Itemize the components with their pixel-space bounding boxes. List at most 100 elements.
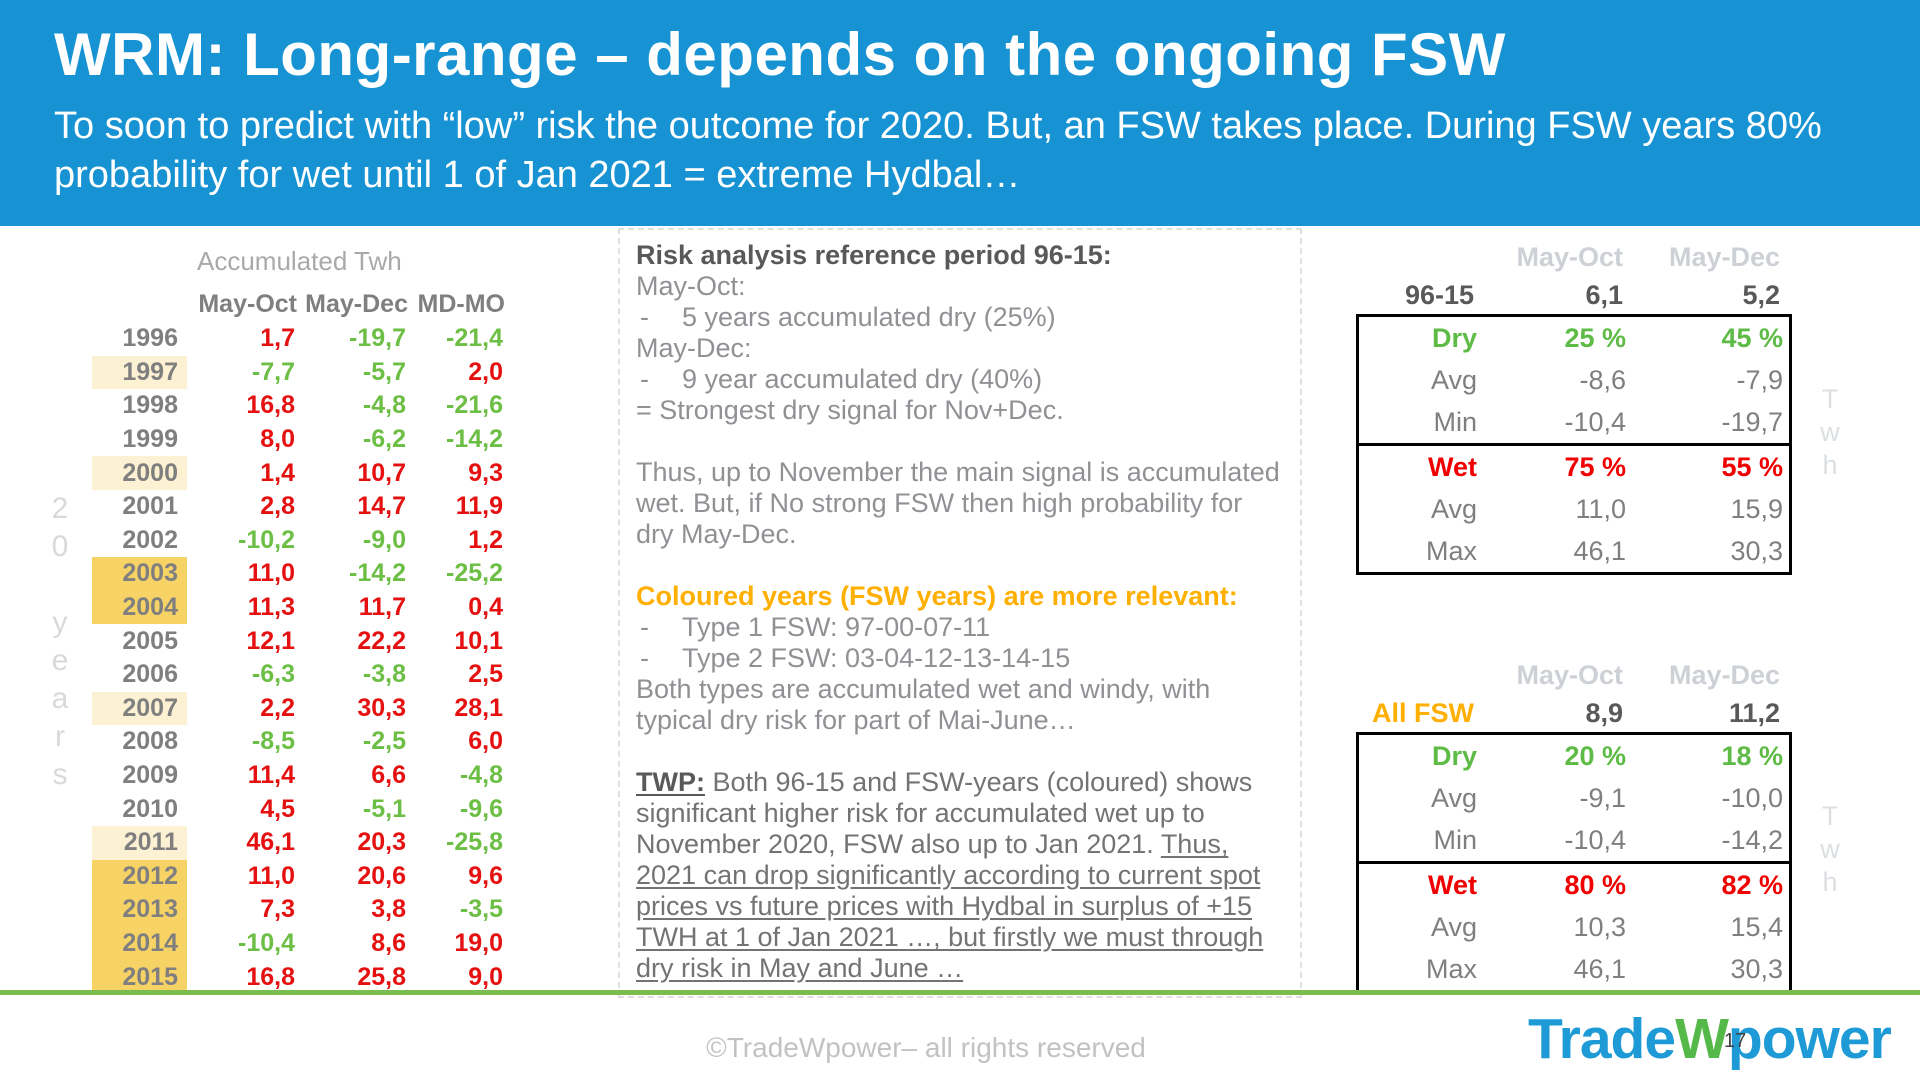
accumulated-table-caption: Accumulated Twh xyxy=(197,246,402,276)
accumulated-table-body: 1996 1,7 -19,7 -21,4 1997 -7,7 -5,7 2,0 1998 16,8… xyxy=(92,322,507,994)
value-cell: -21,6 xyxy=(446,391,503,420)
value-cell: 14,7 xyxy=(357,492,406,521)
accumulated-table-row: 2015 16,8 25,8 9,0 xyxy=(92,960,507,994)
value-cell: -3,8 xyxy=(362,660,406,689)
value-cell: -10,4 xyxy=(238,928,295,957)
stat-box: Dry 20 % 18 % Avg -9,1 -10,0 Min -10,4 -14,2 Wet 8… xyxy=(1356,732,1792,993)
accumulated-table-row: 2000 1,4 10,7 9,3 xyxy=(92,456,507,490)
value-cell: 22,2 xyxy=(357,626,406,655)
accumulated-table-row: 2014 -10,4 8,6 19,0 xyxy=(92,926,507,961)
fsw-note: Both types are accumulated wet and windy… xyxy=(636,674,1211,735)
year-cell: 2000 xyxy=(92,456,187,490)
year-cell: 2001 xyxy=(122,492,178,521)
value-cell: 8,6 xyxy=(371,928,406,957)
year-cell: 2002 xyxy=(122,525,178,554)
logo-power: power xyxy=(1727,1007,1892,1071)
accumulated-table-row: 2009 11,4 6,6 -4,8 xyxy=(92,759,507,793)
value-cell: 28,1 xyxy=(454,693,503,722)
accumulated-table-row: 1999 8,0 -6,2 -14,2 xyxy=(92,423,507,457)
accumulated-table-row: 2013 7,3 3,8 -3,5 xyxy=(92,893,507,927)
accumulated-table-row: 2005 12,1 22,2 10,1 xyxy=(92,624,507,658)
value-cell: 11,0 xyxy=(247,861,295,890)
value-cell: 2,8 xyxy=(260,492,295,521)
value-cell: 11,7 xyxy=(358,593,406,622)
text-line: May-Dec: xyxy=(636,333,752,363)
value-cell: -6,2 xyxy=(362,425,406,454)
value-cell: 11,3 xyxy=(247,593,295,622)
text-line: -5 years accumulated dry (25%) xyxy=(640,302,1056,332)
page-number: 17 xyxy=(1724,1030,1747,1052)
value-cell: 1,4 xyxy=(260,458,295,487)
accumulated-table-row: 2007 2,2 30,3 28,1 xyxy=(92,691,507,726)
risk-analysis-box: Risk analysis reference period 96-15: Ma… xyxy=(618,228,1302,998)
year-cell: 2013 xyxy=(92,893,187,927)
stat-box: Dry 25 % 45 % Avg -8,6 -7,9 Min -10,4 -19,7 Wet 75… xyxy=(1356,314,1792,575)
stat-table-headers: May-Oct May-Dec xyxy=(1356,655,1792,695)
value-cell: 9,6 xyxy=(468,861,503,890)
value-cell: 2,0 xyxy=(468,357,503,386)
stat-table-96-15: May-Oct May-Dec 96-15 6,1 5,2 Dry 25 % 45 … xyxy=(1356,237,1792,575)
stat-summary-label: All FSW xyxy=(1372,698,1474,728)
value-cell: -9,0 xyxy=(362,525,406,554)
accumulated-table-row: 2008 -8,5 -2,5 6,0 xyxy=(92,725,507,759)
value-cell: 11,9 xyxy=(455,492,503,521)
value-cell: 9,3 xyxy=(468,458,503,487)
fsw-type-list: - Type 1 FSW: 97-00-07-11- Type 2 FSW: 03-… xyxy=(636,612,1284,674)
slide-subtitle: To soon to predict with “low” risk the o… xyxy=(54,105,1822,196)
twp-label: TWP: xyxy=(636,767,705,797)
stat-row-avg: Avg -9,1 -10,0 xyxy=(1430,782,1783,813)
year-cell: 2015 xyxy=(92,960,187,994)
copyright-text: ©TradeWpower– all rights reserved xyxy=(706,1032,1146,1063)
value-cell: -10,2 xyxy=(238,525,295,554)
year-cell: 2008 xyxy=(122,727,178,756)
accumulated-twh-table: Accumulated Twh May-Oct May-Dec MD-MO 19… xyxy=(92,246,507,994)
value-cell: 19,0 xyxy=(454,928,503,957)
text-line: -9 year accumulated dry (40%) xyxy=(640,364,1043,394)
year-cell: 2014 xyxy=(92,926,187,961)
value-cell: 3,8 xyxy=(371,895,406,924)
value-cell: 10,7 xyxy=(357,458,406,487)
value-cell: -25,8 xyxy=(446,828,503,857)
value-cell: -5,1 xyxy=(362,794,406,823)
twp-underlined-text: Thus, 2021 can drop significantly accord… xyxy=(636,829,1264,983)
value-cell: 6,0 xyxy=(468,727,503,756)
accumulated-table-row: 2006 -6,3 -3,8 2,5 xyxy=(92,658,507,692)
stat-row-dry: Dry 25 % 45 % xyxy=(1431,322,1783,353)
accumulated-table-row: 2004 11,3 11,7 0,4 xyxy=(92,590,507,625)
accumulated-table-row: 2002 -10,2 -9,0 1,2 xyxy=(92,524,507,558)
value-cell: -6,3 xyxy=(251,660,295,689)
value-cell: 1,7 xyxy=(260,324,295,353)
text-line: = Strongest dry signal for Nov+Dec. xyxy=(636,395,1064,425)
accumulated-table-row: 2003 11,0 -14,2 -25,2 xyxy=(92,557,507,591)
stat-header-may-dec: May-Dec xyxy=(1668,241,1780,272)
value-cell: 6,6 xyxy=(371,761,406,790)
text-line: - Type 2 FSW: 03-04-12-13-14-15 xyxy=(640,643,1071,673)
logo-w: W xyxy=(1675,1007,1729,1071)
column-header-may-oct: May-Oct xyxy=(198,289,297,318)
stat-table-all-fsw: May-Oct May-Dec All FSW 8,9 11,2 Dry 20 %… xyxy=(1356,655,1792,993)
column-header-may-dec: May-Dec xyxy=(305,289,408,318)
stat-header-may-oct: May-Oct xyxy=(1516,241,1623,272)
year-cell: 2011 xyxy=(92,825,187,860)
value-cell: -2,5 xyxy=(362,727,406,756)
fsw-years-heading: Coloured years (FSW years) are more rele… xyxy=(636,581,1238,611)
column-header-md-mo: MD-MO xyxy=(417,289,505,318)
value-cell: 2,2 xyxy=(260,693,295,722)
value-cell: 2,5 xyxy=(468,660,503,689)
year-cell: 2010 xyxy=(122,794,178,823)
value-cell: -14,2 xyxy=(446,425,503,454)
stat-row-min: Min -10,4 -19,7 xyxy=(1433,406,1783,437)
value-cell: 4,5 xyxy=(260,794,295,823)
year-cell: 1997 xyxy=(92,355,187,390)
stat-row-max: Max 46,1 30,3 xyxy=(1425,953,1783,984)
risk-analysis-heading: Risk analysis reference period 96-15: xyxy=(636,240,1112,270)
stat-row-min: Min -10,4 -14,2 xyxy=(1433,824,1783,855)
value-cell: 1,2 xyxy=(468,525,503,554)
value-cell: 7,3 xyxy=(260,895,295,924)
tradewpower-logo: TradeWpower xyxy=(1528,1006,1892,1072)
value-cell: 46,1 xyxy=(246,828,295,857)
stat-row-wet: Wet 80 % 82 % xyxy=(1359,861,1789,906)
